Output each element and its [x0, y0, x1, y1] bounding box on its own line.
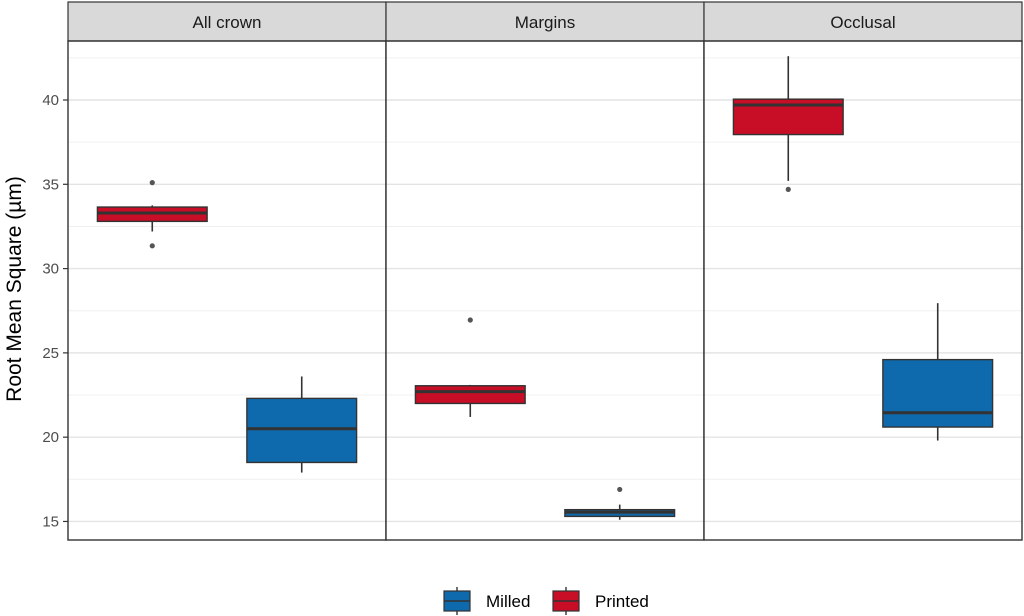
- outlier-point: [617, 486, 623, 493]
- panel-background: [68, 41, 386, 540]
- legend-label: Printed: [595, 592, 649, 611]
- y-tick-label: 35: [42, 176, 59, 193]
- facet-label-all-crown: All crown: [193, 13, 262, 32]
- facet-strip: [67, 1, 387, 42]
- y-axis-title: Root Mean Square (µm): [3, 176, 26, 402]
- outlier-point: [149, 180, 155, 186]
- facet-label-occlusal: Occlusal: [830, 13, 895, 32]
- legend-label: Milled: [486, 592, 530, 611]
- box-body: [882, 358, 994, 428]
- panel-border: [703, 40, 1023, 541]
- legend: Milled Printed: [443, 587, 649, 615]
- box-body: [246, 397, 358, 464]
- outlier-point: [785, 186, 791, 192]
- y-tick-label: 25: [42, 345, 59, 362]
- box-body: [414, 385, 526, 405]
- facet-panel-all-crown: All crown: [67, 1, 387, 541]
- outlier-point: [149, 243, 155, 249]
- box-all-crown-printed: [96, 180, 208, 249]
- facet-label-margins: Margins: [515, 13, 575, 32]
- y-tick-label: 30: [42, 261, 59, 278]
- facet-panel-margins: Margins: [385, 1, 705, 541]
- y-tick-label: 15: [42, 513, 59, 530]
- facet-panels: All crown Margins Occlusal: [67, 1, 1023, 541]
- y-tick-label: 20: [42, 429, 59, 446]
- box-all-crown-milled: [246, 376, 358, 473]
- panel-background: [386, 41, 704, 540]
- box-margins-milled: [564, 486, 676, 520]
- legend-item-milled: Milled: [443, 587, 530, 615]
- box-margins-printed: [414, 317, 526, 417]
- outlier-point: [467, 317, 473, 323]
- facet-panel-occlusal: Occlusal: [703, 1, 1023, 541]
- box-occlusal-printed: [732, 56, 844, 192]
- box-occlusal-milled: [882, 303, 994, 441]
- y-tick-label: 40: [42, 92, 59, 109]
- facet-strip: [703, 1, 1023, 42]
- legend-item-printed: Printed: [552, 587, 649, 615]
- y-axis: 15 20 25 30 35 40: [42, 92, 68, 530]
